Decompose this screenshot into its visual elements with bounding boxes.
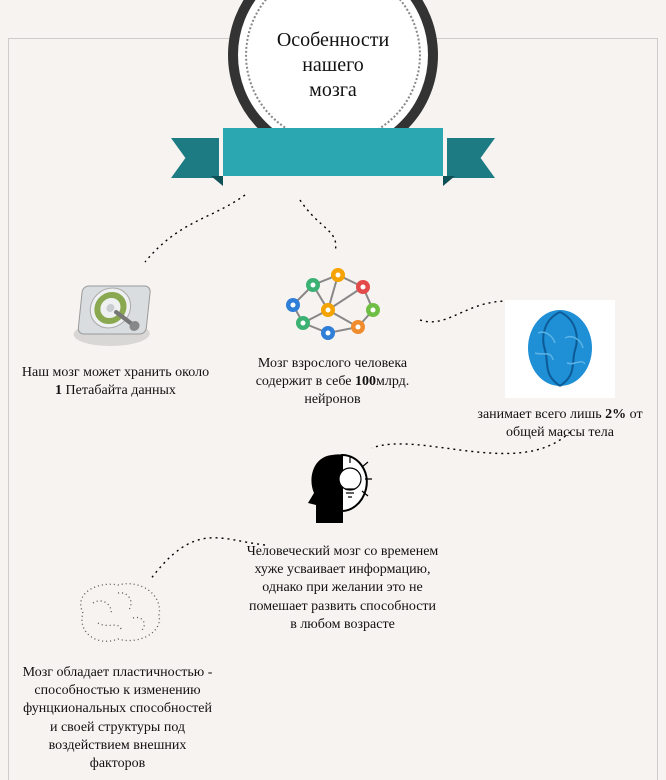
neural-network-icon (235, 255, 430, 347)
head-bulb-icon (245, 445, 440, 535)
fact-storage: Наш мозг может хранить около 1 Петабайта… (18, 270, 213, 400)
title-line-2: нашего (302, 53, 364, 78)
hard-drive-icon (18, 270, 213, 356)
title-line-3: мозга (309, 78, 357, 103)
fact-learning-text: Человеческий мозг со временем хуже усваи… (245, 543, 440, 634)
ribbon (183, 128, 483, 176)
fact-plasticity: Мозг обладает пластичностью - способност… (20, 570, 215, 773)
title-line-1: Особенности (277, 28, 389, 53)
fact-neurons: Мозг взрослого человека содержит в себе … (235, 255, 430, 410)
fact-mass-text: занимает всего лишь 2% от общей массы те… (470, 406, 650, 442)
dotted-brain-icon (20, 570, 215, 656)
fact-storage-text: Наш мозг может хранить около 1 Петабайта… (18, 364, 213, 400)
fact-mass: занимает всего лишь 2% от общей массы те… (470, 300, 650, 442)
fact-neurons-text: Мозг взрослого человека содержит в себе … (235, 355, 430, 410)
fact-learning: Человеческий мозг со временем хуже усваи… (245, 445, 440, 634)
fact-plasticity-text: Мозг обладает пластичностью - способност… (20, 664, 215, 773)
blue-brain-icon (505, 300, 615, 398)
